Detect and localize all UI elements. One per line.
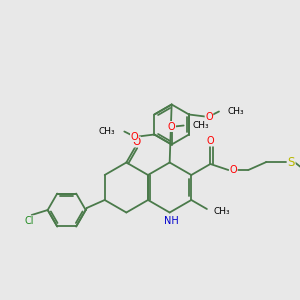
Text: O: O: [130, 131, 138, 142]
Text: O: O: [205, 112, 213, 122]
Text: CH₃: CH₃: [99, 127, 115, 136]
Text: O: O: [230, 165, 237, 175]
Text: CH₃: CH₃: [193, 121, 209, 130]
Text: O: O: [132, 137, 140, 147]
Text: O: O: [206, 136, 214, 146]
Text: CH₃: CH₃: [214, 208, 230, 217]
Text: S: S: [288, 155, 295, 169]
Text: Cl: Cl: [25, 216, 34, 226]
Text: CH₃: CH₃: [228, 107, 244, 116]
Text: NH: NH: [164, 215, 179, 226]
Text: O: O: [168, 122, 176, 131]
